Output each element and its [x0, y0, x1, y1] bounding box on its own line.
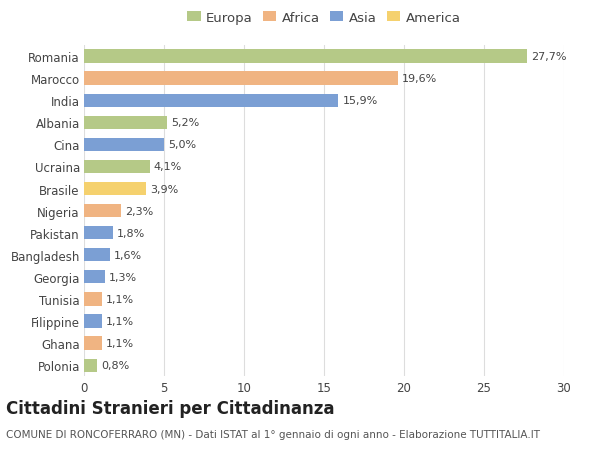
Text: 0,8%: 0,8% [101, 360, 129, 370]
Bar [84, 293, 101, 306]
Bar [84, 249, 110, 262]
Bar [84, 95, 338, 107]
Bar [84, 50, 527, 63]
Text: 3,9%: 3,9% [151, 184, 179, 194]
Bar [84, 161, 149, 174]
Text: 15,9%: 15,9% [343, 96, 377, 106]
Bar [84, 205, 121, 218]
Bar [84, 227, 113, 240]
Bar [84, 73, 398, 85]
Text: 1,3%: 1,3% [109, 272, 137, 282]
Bar [84, 359, 97, 372]
Text: 1,1%: 1,1% [106, 338, 134, 348]
Text: COMUNE DI RONCOFERRARO (MN) - Dati ISTAT al 1° gennaio di ogni anno - Elaborazio: COMUNE DI RONCOFERRARO (MN) - Dati ISTAT… [6, 429, 540, 439]
Text: 1,8%: 1,8% [117, 228, 145, 238]
Bar [84, 337, 101, 350]
Text: 1,6%: 1,6% [113, 250, 142, 260]
Text: 5,0%: 5,0% [168, 140, 196, 150]
Text: 1,1%: 1,1% [106, 316, 134, 326]
Text: 1,1%: 1,1% [106, 294, 134, 304]
Text: 27,7%: 27,7% [531, 52, 567, 62]
Text: 2,3%: 2,3% [125, 206, 153, 216]
Bar [84, 117, 167, 129]
Legend: Europa, Africa, Asia, America: Europa, Africa, Asia, America [182, 6, 466, 30]
Text: 4,1%: 4,1% [154, 162, 182, 172]
Text: 5,2%: 5,2% [171, 118, 199, 128]
Bar [84, 183, 146, 196]
Bar [84, 271, 105, 284]
Bar [84, 315, 101, 328]
Text: Cittadini Stranieri per Cittadinanza: Cittadini Stranieri per Cittadinanza [6, 399, 335, 417]
Text: 19,6%: 19,6% [401, 74, 437, 84]
Bar [84, 139, 164, 151]
